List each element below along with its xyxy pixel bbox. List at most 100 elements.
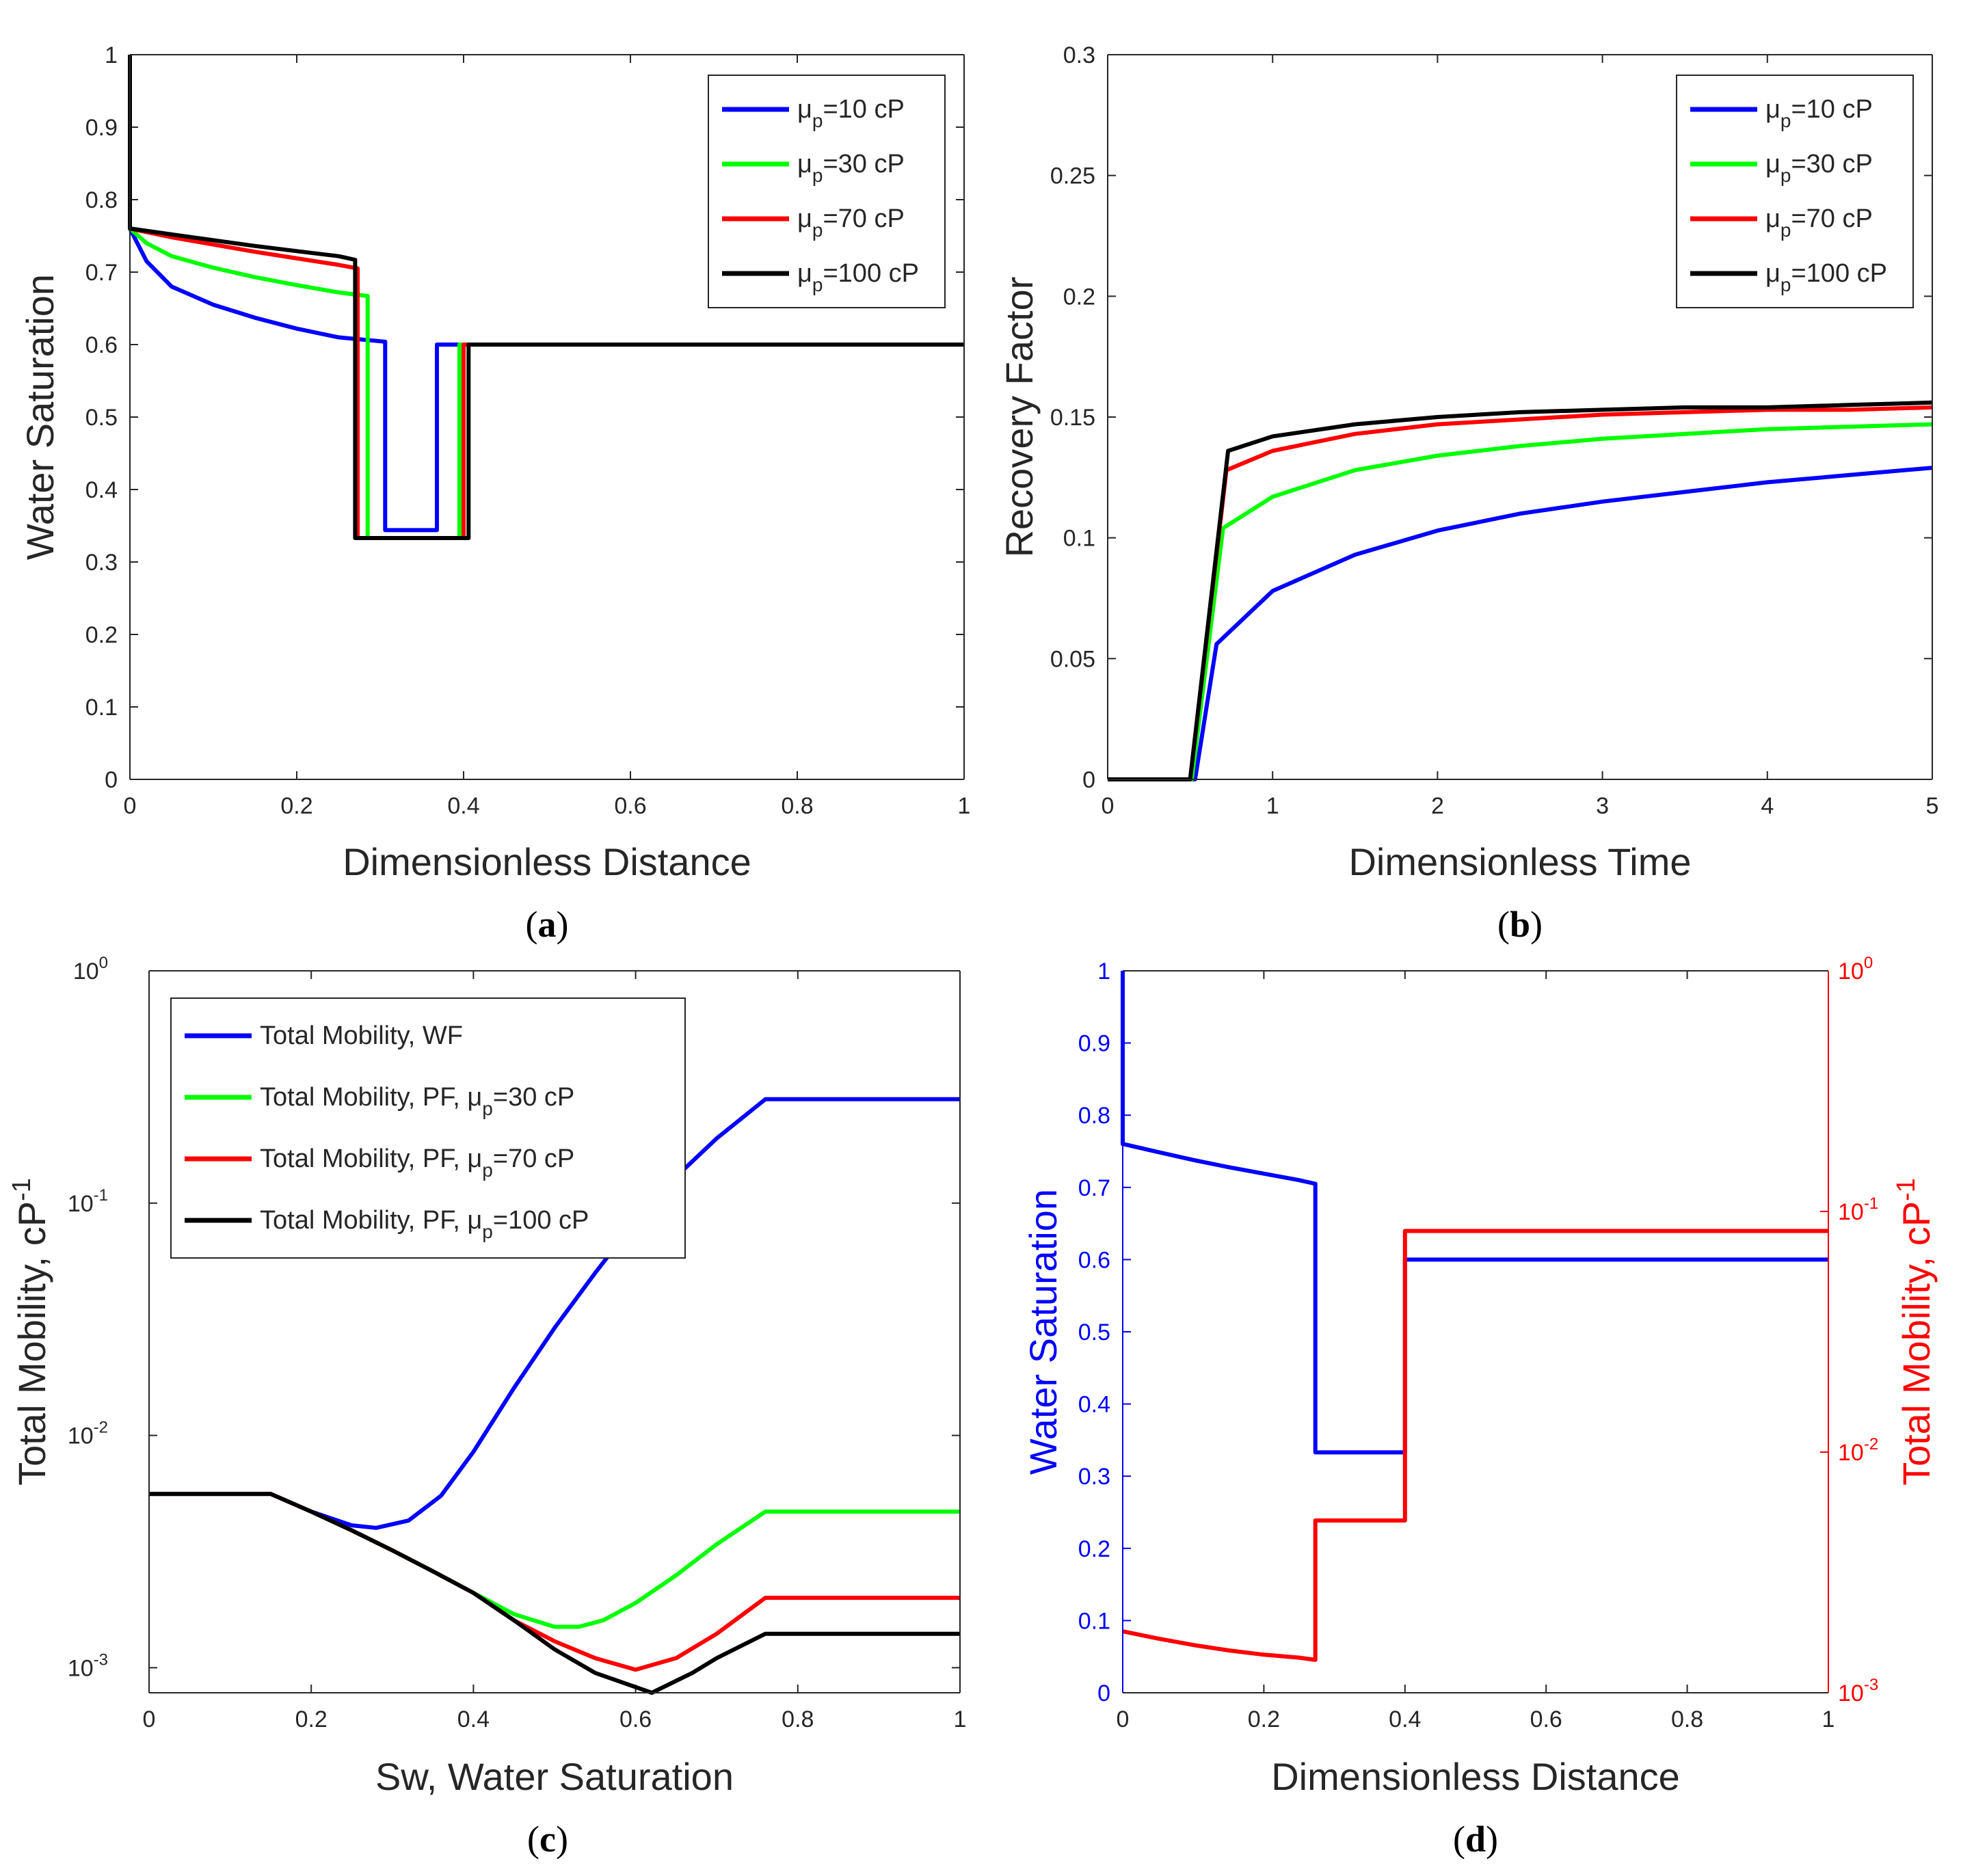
y-tick-label: 0.25 (1050, 163, 1095, 189)
y-tick-label: 1 (105, 42, 118, 68)
x-axis-label: Dimensionless Distance (343, 840, 751, 883)
legend-box (170, 997, 686, 1259)
y-tick-label: 0.1 (1078, 1608, 1110, 1634)
x-axis-label: Dimensionless Time (1348, 840, 1691, 883)
y-tick-label: 100 (73, 954, 108, 984)
x-tick-label: 0.8 (781, 793, 813, 819)
y-tick-label: 0.3 (1063, 42, 1095, 68)
y-axis-label: Water Saturation (1022, 1189, 1065, 1475)
y-tick-label: 0.2 (85, 622, 118, 648)
legend: μp=10 cP μp=30 cP μp=70 cP μp=100 cP (708, 75, 946, 308)
y-tick-label: 0 (105, 767, 118, 793)
x-tick-label: 1 (1822, 1706, 1835, 1732)
series-line-black (149, 1492, 960, 1695)
series-line-red (1122, 1229, 1828, 1662)
x-tick-label: 2 (1431, 793, 1444, 819)
x-tick-label: 0.6 (614, 793, 646, 819)
x-tick-label: 3 (1596, 793, 1609, 819)
y-tick-label: 0.1 (1063, 526, 1095, 552)
legend-label: Total Mobility, PF, μp=30 cP (260, 1083, 574, 1119)
series-line-blue (128, 228, 964, 533)
y-tick-label: 0.8 (85, 187, 118, 213)
y-tick-label: 0.3 (85, 550, 118, 576)
y-tick-label: 1 (1097, 959, 1110, 984)
y-tick-label: 0.4 (1078, 1392, 1110, 1418)
x-tick-label: 0.2 (1248, 1706, 1280, 1732)
y-axis-label: Water Saturation (18, 274, 62, 560)
x-tick-label: 0 (1102, 793, 1115, 819)
x-tick-label: 0 (143, 1706, 156, 1732)
y-right-tick-label: 100 (1838, 954, 1873, 984)
x-axis-label: Dimensionless Distance (1271, 1755, 1680, 1798)
series-line-green (129, 227, 964, 540)
panel-label: (d) (1453, 1819, 1498, 1860)
y-tick-label: 0.2 (1078, 1536, 1110, 1562)
chart-d: 0 0.2 0.4 0.6 0.8 1 0 0.1 0.2 0.3 0.4 0.5 0.6 0.7 0.8 0… (1022, 954, 1938, 1860)
x-tick-label: 0.4 (447, 793, 479, 819)
series-line-green (1108, 422, 1933, 781)
series-line-blue (149, 1097, 960, 1530)
x-tick-label: 1 (958, 793, 971, 819)
x-tick-label: 0.2 (295, 1706, 328, 1732)
series-line-red (129, 226, 964, 540)
legend-box (708, 75, 946, 308)
y-tick-label: 0.6 (1078, 1247, 1110, 1273)
x-tick-label: 0 (124, 793, 137, 819)
legend: μp=10 cP μp=30 cP μp=70 cP μp=100 cP (1676, 75, 1914, 308)
y-right-axis-label: Total Mobility, cP-1 (1892, 1178, 1938, 1486)
y-tick-label: 0 (1082, 767, 1095, 793)
chart-c: 0 0.2 0.4 0.6 0.8 1 10-3 10-2 10-1 100 Sw, Water S… (8, 954, 966, 1860)
x-tick-label: 0.4 (1389, 1706, 1421, 1732)
panel-label: (c) (527, 1819, 568, 1860)
panel-label: (a) (526, 904, 569, 945)
x-tick-label: 0.8 (782, 1706, 814, 1732)
series-line-black (1108, 400, 1933, 781)
series-line-blue (1108, 466, 1933, 781)
y-right-tick-label: 10-1 (1838, 1194, 1878, 1225)
panel-label: (b) (1497, 904, 1543, 945)
legend-box (1676, 75, 1914, 308)
y-tick-label: 0.9 (85, 115, 118, 141)
chart-b: 0 1 2 3 4 5 0 0.05 0.1 0.15 0.2 0.25 0.3 Dimensionles… (998, 42, 1938, 945)
y-tick-label: 10-3 (68, 1650, 108, 1681)
legend-label: Total Mobility, PF, μp=70 cP (260, 1144, 574, 1181)
legend-label: μp=10 cP (1765, 95, 1873, 131)
legend-label: Total Mobility, WF (260, 1021, 463, 1050)
x-tick-label: 0.6 (1530, 1706, 1562, 1732)
legend-label: μp=100 cP (797, 259, 919, 295)
x-tick-label: 0.6 (619, 1706, 652, 1732)
legend-label: μp=70 cP (1765, 204, 1873, 241)
y-right-tick-label: 10-3 (1838, 1676, 1878, 1706)
x-tick-label: 0 (1117, 1706, 1130, 1732)
x-tick-label: 1 (1266, 793, 1279, 819)
y-tick-label: 0.5 (1078, 1319, 1110, 1345)
y-axis-label: Total Mobility, cP-1 (8, 1178, 53, 1486)
legend-label: μp=30 cP (1765, 150, 1873, 186)
y-tick-label: 0.15 (1050, 405, 1095, 431)
legend-label: μp=70 cP (797, 204, 905, 241)
x-tick-label: 5 (1926, 793, 1939, 819)
y-tick-label: 0.4 (85, 477, 118, 503)
series-line-black (128, 55, 964, 540)
x-tick-label: 0.2 (280, 793, 312, 819)
y-tick-label: 0.9 (1078, 1031, 1110, 1057)
y-tick-label: 0.5 (85, 405, 118, 431)
x-tick-label: 0.8 (1671, 1706, 1703, 1732)
y-right-tick-label: 10-2 (1838, 1435, 1878, 1466)
plot-area (1123, 971, 1828, 1693)
y-axis-label: Recovery Factor (998, 277, 1041, 558)
y-tick-label: 0.6 (85, 332, 118, 358)
legend-label: μp=30 cP (797, 150, 905, 186)
legend-label: Total Mobility, PF, μp=100 cP (260, 1206, 589, 1242)
y-tick-label: 10-2 (68, 1419, 108, 1449)
x-tick-label: 1 (954, 1706, 967, 1732)
x-tick-label: 0.4 (457, 1706, 490, 1732)
y-tick-label: 0 (1097, 1680, 1110, 1706)
y-tick-label: 0.1 (85, 695, 118, 721)
y-tick-label: 0.3 (1078, 1464, 1110, 1490)
legend-label: μp=10 cP (797, 95, 905, 131)
y-tick-label: 0.7 (85, 260, 118, 286)
y-tick-label: 10-1 (68, 1186, 108, 1217)
legend: Total Mobility, WF Total Mobility, PF, μp… (170, 997, 686, 1259)
